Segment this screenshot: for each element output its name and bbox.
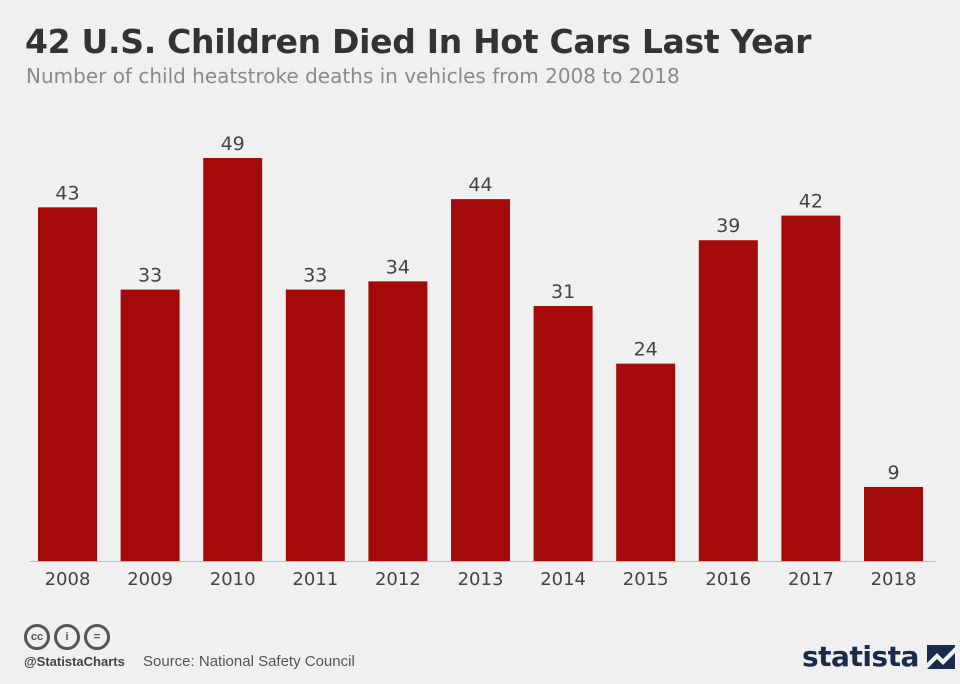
license-icons: cc i = — [24, 624, 110, 650]
bar-2013 — [451, 199, 510, 562]
bar-chart: 43 2008 33 2009 49 2010 33 2011 34 2012 44 2013 31 20… — [30, 133, 936, 590]
x-tick-label-2011: 2011 — [292, 569, 338, 590]
data-label-2013: 44 — [468, 174, 492, 196]
x-tick-label-2018: 2018 — [871, 569, 917, 590]
bar-2009 — [120, 289, 180, 561]
data-label-2011: 33 — [303, 265, 327, 287]
data-label-2012: 34 — [386, 256, 410, 278]
bar-2018 — [864, 486, 923, 561]
x-tick-label-2016: 2016 — [705, 569, 751, 590]
x-tick-label-2015: 2015 — [623, 569, 669, 590]
bar-2014 — [533, 306, 593, 561]
x-tick-label-2017: 2017 — [788, 569, 834, 590]
source-note: Source: National Safety Council — [143, 653, 355, 670]
data-label-2010: 49 — [221, 133, 245, 155]
by-icon: i — [54, 624, 80, 650]
bar-2017 — [781, 215, 841, 562]
statista-logo: statista — [802, 640, 955, 673]
data-label-2016: 39 — [716, 215, 740, 237]
chart-subtitle: Number of child heatstroke deaths in veh… — [26, 64, 680, 88]
bar-2012 — [368, 281, 428, 561]
chart-title: 42 U.S. Children Died In Hot Cars Last Y… — [25, 22, 812, 61]
bar-2011 — [285, 289, 345, 561]
bar-2015 — [616, 363, 676, 561]
bar-2016 — [698, 240, 758, 561]
twitter-handle: @StatistaCharts — [24, 654, 125, 669]
statista-logo-text: statista — [802, 640, 919, 673]
nd-icon: = — [84, 624, 110, 650]
x-tick-label-2013: 2013 — [458, 569, 504, 590]
data-label-2018: 9 — [887, 462, 899, 484]
bar-2010 — [203, 158, 263, 561]
data-label-2009: 33 — [138, 265, 162, 287]
data-label-2008: 43 — [55, 182, 79, 204]
x-tick-label-2009: 2009 — [127, 569, 173, 590]
data-label-2014: 31 — [551, 281, 575, 303]
x-tick-label-2014: 2014 — [540, 569, 586, 590]
statista-logo-icon — [926, 644, 955, 669]
data-label-2015: 24 — [634, 339, 658, 361]
x-tick-label-2008: 2008 — [45, 569, 91, 590]
x-tick-label-2010: 2010 — [210, 569, 256, 590]
cc-icon: cc — [24, 624, 50, 650]
data-label-2017: 42 — [799, 191, 823, 213]
bar-2008 — [38, 207, 97, 562]
x-tick-label-2012: 2012 — [375, 569, 421, 590]
